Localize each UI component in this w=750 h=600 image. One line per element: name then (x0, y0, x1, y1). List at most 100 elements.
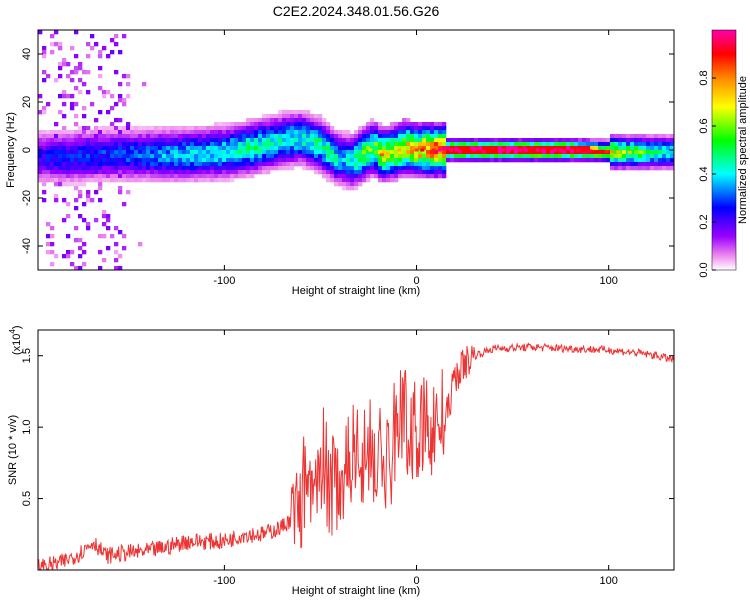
heatmap-cell (598, 146, 603, 151)
heatmap-cell (334, 138, 339, 143)
heatmap-cell (390, 158, 395, 163)
heatmap-cell (502, 150, 507, 155)
heatmap-cell (54, 174, 59, 179)
heatmap-cell (54, 122, 59, 127)
heatmap-cell (562, 150, 567, 155)
heatmap-cell (226, 150, 231, 155)
heatmap-cell (282, 110, 287, 115)
heatmap-cell (538, 142, 543, 147)
heatmap-cell (518, 142, 523, 147)
heatmap-cell (430, 154, 435, 159)
heatmap-cell (378, 138, 383, 143)
heatmap-cell (118, 190, 123, 195)
heatmap-cell (106, 154, 111, 159)
heatmap-cell (82, 166, 87, 171)
heatmap-cell (42, 46, 47, 51)
heatmap-cell (334, 162, 339, 167)
heatmap-cell (422, 130, 427, 135)
heatmap-cell (102, 234, 107, 239)
heatmap-cell (162, 178, 167, 183)
heatmap-cell (342, 142, 347, 147)
heatmap-peak (622, 150, 626, 154)
heatmap-cell (78, 190, 83, 195)
heatmap-cell (186, 174, 191, 179)
colorbar-tick-label: 0.0 (698, 262, 710, 277)
heatmap-cell (366, 158, 371, 163)
heatmap-cell (70, 70, 75, 75)
heatmap-cell (194, 170, 199, 175)
heatmap-cell (590, 142, 595, 147)
heatmap-cell (222, 162, 227, 167)
heatmap-peak (524, 148, 528, 152)
heatmap-peak (627, 150, 632, 154)
heatmap-cell (258, 142, 263, 147)
heatmap-cell (566, 158, 571, 163)
heatmap-cell (358, 130, 363, 135)
heatmap-cell (382, 162, 387, 167)
heatmap-cell (82, 182, 87, 187)
heatmap-cell (426, 162, 431, 167)
heatmap-cell (182, 138, 187, 143)
heatmap-cell (274, 146, 279, 151)
heatmap-peak (575, 148, 580, 152)
heatmap-cell (250, 150, 255, 155)
heatmap-cell (542, 138, 547, 143)
heatmap-cell (314, 126, 319, 131)
heatmap-cell (526, 150, 531, 155)
heatmap-cell (662, 134, 667, 139)
heatmap-cell (102, 94, 107, 99)
heatmap-cell (102, 46, 107, 51)
heatmap-cell (442, 142, 447, 147)
heatmap-cell (106, 110, 111, 115)
heatmap-cell (170, 138, 175, 143)
heatmap-cell (618, 154, 623, 159)
heatmap-cell (66, 162, 71, 167)
heatmap-cell (330, 146, 335, 151)
heatmap-cell (522, 146, 527, 151)
heatmap-cell (366, 170, 371, 175)
heatmap-cell (258, 150, 263, 155)
heatmap-cell (38, 154, 43, 159)
heatmap-cell (330, 138, 335, 143)
heatmap-cell (322, 130, 327, 135)
heatmap-cell (50, 170, 55, 175)
heatmap-cell (150, 178, 155, 183)
heatmap-cell (358, 134, 363, 139)
heatmap-cell (302, 118, 307, 123)
heatmap-cell (330, 150, 335, 155)
heatmap-cell (358, 126, 363, 131)
heatmap-cell (354, 174, 359, 179)
heatmap-cell (174, 146, 179, 151)
heatmap-cell (162, 150, 167, 155)
heatmap-cell (422, 162, 427, 167)
heatmap-cell (134, 142, 139, 147)
heatmap-cell (38, 174, 43, 179)
heatmap-cell (94, 126, 99, 131)
heatmap-cell (178, 138, 183, 143)
heatmap-cell (262, 138, 267, 143)
heatmap-cell (630, 146, 635, 151)
heatmap-cell (118, 186, 123, 191)
heatmap-cell (78, 266, 83, 270)
heatmap-cell (538, 158, 543, 163)
heatmap-cell (142, 154, 147, 159)
heatmap-cell (418, 130, 423, 135)
heatmap-cell (122, 154, 127, 159)
heatmap-cell (434, 170, 439, 175)
heatmap-cell (494, 150, 499, 155)
heatmap-cell (662, 162, 667, 167)
heatmap-cell (266, 158, 271, 163)
heatmap-cell (554, 158, 559, 163)
snr-x-ticks: -100 0 100 (213, 330, 618, 587)
heatmap-cell (146, 178, 151, 183)
heatmap-cell (82, 114, 87, 119)
heatmap-cell (50, 162, 55, 167)
heatmap-cell (658, 158, 663, 163)
heatmap-cell (606, 146, 611, 151)
heatmap-cell (38, 162, 43, 167)
heatmap-cell (246, 162, 251, 167)
snr-series-line (38, 342, 674, 570)
heatmap-peak (368, 148, 373, 152)
heatmap-cell (38, 146, 43, 151)
